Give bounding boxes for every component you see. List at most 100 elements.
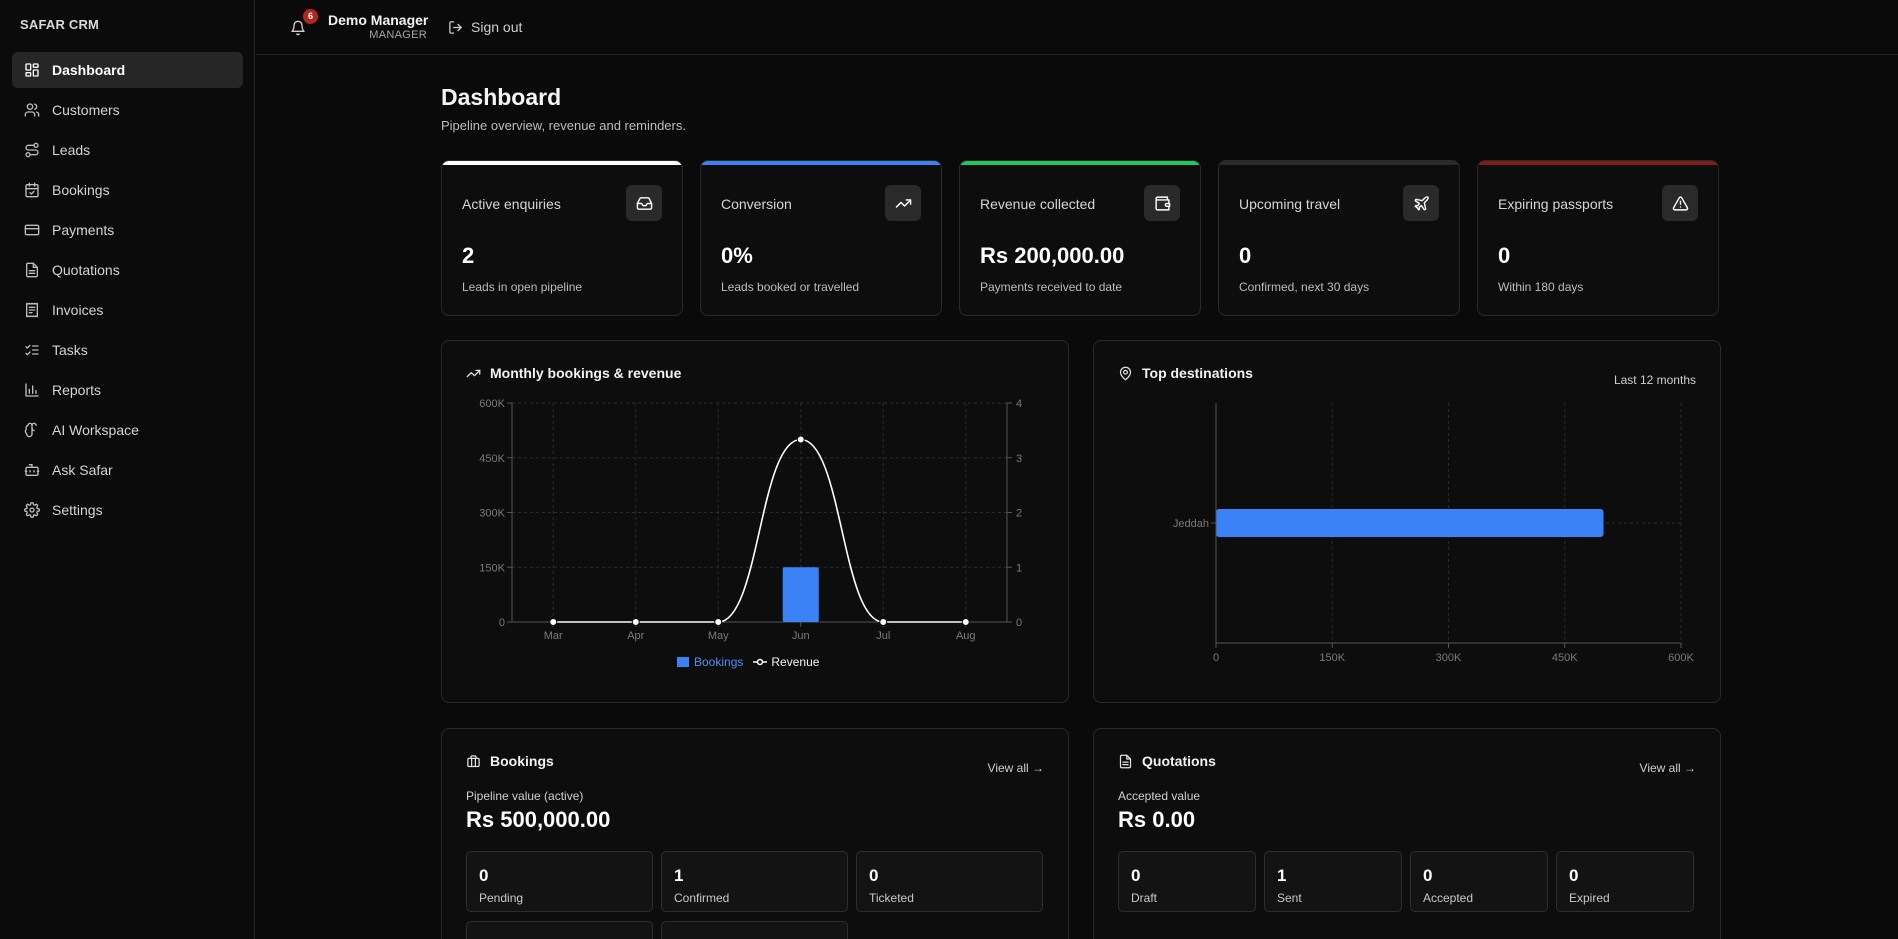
sidebar-item-tasks[interactable]: Tasks bbox=[12, 332, 243, 368]
gear-icon bbox=[24, 502, 40, 518]
stat-card-active-enquiries: Active enquiries 2 Leads in open pipeline bbox=[441, 160, 683, 316]
booking-tile-partial bbox=[661, 921, 848, 939]
trending-up-icon bbox=[466, 369, 481, 377]
page-title: Dashboard bbox=[441, 84, 562, 110]
y-left-tick-label: 450K bbox=[479, 453, 505, 465]
stat-icon-box bbox=[1662, 185, 1698, 221]
stat-value: Rs 200,000.00 bbox=[980, 243, 1125, 268]
plane-icon bbox=[1413, 195, 1429, 211]
destination-bar bbox=[1216, 509, 1604, 537]
x-tick-label: May bbox=[708, 630, 729, 642]
monthly-chart-title-text: Monthly bookings & revenue bbox=[490, 365, 682, 381]
stat-label: Conversion bbox=[721, 196, 792, 212]
stat-card-conversion: Conversion 0% Leads booked or travelled bbox=[700, 160, 942, 316]
sidebar-item-customers[interactable]: Customers bbox=[12, 92, 243, 128]
stat-icon-box bbox=[885, 185, 921, 221]
file-text-icon bbox=[1119, 754, 1132, 768]
brand-name: SAFAR CRM bbox=[20, 17, 100, 32]
sidebar-item-invoices[interactable]: Invoices bbox=[12, 292, 243, 328]
monthly-chart-legend: Bookings Revenue bbox=[677, 655, 819, 669]
status-tile-caption: Pending bbox=[479, 891, 524, 905]
bookings-title-text: Bookings bbox=[490, 753, 554, 769]
y-left-tick-label: 0 bbox=[499, 617, 505, 629]
x-tick-label: Jul bbox=[876, 630, 890, 642]
sidebar-item-ask-safar[interactable]: Ask Safar bbox=[12, 452, 243, 488]
quotations-view-all-link[interactable]: View all → bbox=[1639, 761, 1696, 775]
status-tile-count: 0 bbox=[1569, 866, 1579, 885]
status-tile-caption: Sent bbox=[1277, 891, 1302, 905]
revenue-point bbox=[796, 435, 805, 444]
status-tile-caption: Accepted bbox=[1423, 891, 1474, 905]
sidebar-item-reports[interactable]: Reports bbox=[12, 372, 243, 408]
stat-description: Leads booked or travelled bbox=[721, 280, 860, 294]
sidebar-item-payments[interactable]: Payments bbox=[12, 212, 243, 248]
stat-description: Payments received to date bbox=[980, 280, 1123, 294]
quotations-panel: Quotations View all → Accepted value Rs … bbox=[1093, 728, 1721, 939]
x-tick-label: 0 bbox=[1213, 652, 1219, 664]
y-right-tick-label: 2 bbox=[1016, 508, 1022, 520]
sidebar-item-label: Settings bbox=[52, 502, 103, 518]
map-pin-icon bbox=[1119, 366, 1132, 380]
status-tile-confirmed: 1 Confirmed bbox=[661, 851, 848, 912]
status-tile-caption: Ticketed bbox=[869, 891, 914, 905]
revenue-point bbox=[961, 618, 970, 626]
revenue-line bbox=[553, 438, 966, 623]
y-left-tick-label: 600K bbox=[479, 398, 505, 410]
stat-icon-box bbox=[1144, 185, 1180, 221]
sidebar-item-settings[interactable]: Settings bbox=[12, 492, 243, 528]
calendar-check-icon bbox=[24, 182, 40, 198]
bookings-title: Bookings bbox=[466, 753, 554, 769]
credit-card-icon bbox=[24, 222, 40, 238]
status-tile-draft: 0 Draft bbox=[1118, 851, 1256, 912]
revenue-point bbox=[549, 618, 558, 626]
sidebar-nav: Dashboard Customers Leads Bookings Payments Q… bbox=[12, 52, 243, 532]
stat-value: 0 bbox=[1498, 243, 1511, 268]
y-left-tick-label: 300K bbox=[479, 508, 505, 520]
inbox-icon bbox=[636, 196, 652, 210]
file-text-icon bbox=[26, 262, 38, 278]
route-icon bbox=[24, 142, 40, 158]
stat-value: 0% bbox=[721, 243, 753, 268]
destinations-panel: Top destinations Last 12 months 0 150K 300… bbox=[1093, 340, 1721, 703]
destinations-chart: 0 150K 300K 450K 600K Jeddah bbox=[1173, 403, 1695, 664]
sidebar-item-ai-workspace[interactable]: AI Workspace bbox=[12, 412, 243, 448]
y-right-tick-label: 3 bbox=[1016, 453, 1022, 465]
bell-icon[interactable] bbox=[290, 20, 306, 36]
stat-icon-box bbox=[626, 185, 662, 221]
calendar-check-icon bbox=[25, 182, 39, 198]
bookings-view-all-link[interactable]: View all → bbox=[987, 761, 1044, 775]
sidebar-item-quotations[interactable]: Quotations bbox=[12, 252, 243, 288]
bar-chart-icon bbox=[25, 383, 39, 397]
topbar: 6 Demo Manager MANAGER Sign out bbox=[256, 0, 1898, 55]
sidebar-item-label: Leads bbox=[52, 142, 91, 158]
x-tick-label: 300K bbox=[1436, 652, 1462, 664]
stat-description: Leads in open pipeline bbox=[462, 280, 583, 294]
stat-card-upcoming-travel: Upcoming travel 0 Confirmed, next 30 days bbox=[1218, 160, 1460, 316]
x-tick-label: 450K bbox=[1552, 652, 1578, 664]
booking-tile-partial bbox=[466, 921, 653, 939]
legend-revenue-swatch bbox=[753, 657, 768, 667]
stat-icon-box bbox=[1403, 185, 1439, 221]
x-tick-label: Jun bbox=[792, 630, 810, 642]
stat-value: 2 bbox=[462, 243, 475, 268]
sidebar-item-bookings[interactable]: Bookings bbox=[12, 172, 243, 208]
brain-icon bbox=[24, 422, 40, 438]
sidebar-item-label: Tasks bbox=[52, 342, 88, 358]
status-tile-caption: Draft bbox=[1131, 891, 1158, 905]
notification-badge: 6 bbox=[303, 9, 318, 24]
briefcase-icon bbox=[467, 754, 480, 767]
wallet-icon bbox=[1154, 195, 1170, 211]
sidebar-item-dashboard[interactable]: Dashboard bbox=[12, 52, 243, 88]
sidebar-item-label: Reports bbox=[52, 382, 102, 398]
sidebar-item-leads[interactable]: Leads bbox=[12, 132, 243, 168]
brain-icon bbox=[24, 422, 37, 438]
stat-value: 0 bbox=[1239, 243, 1252, 268]
pipeline-value-label: Pipeline value (active) bbox=[466, 789, 584, 803]
y-right-tick-label: 4 bbox=[1016, 398, 1022, 410]
signout-button[interactable]: Sign out bbox=[448, 19, 522, 35]
stat-card-expiring-passports: Expiring passports 0 Within 180 days bbox=[1477, 160, 1719, 316]
sidebar: SAFAR CRM Dashboard Customers Leads Booking… bbox=[0, 0, 255, 939]
accepted-value: Rs 0.00 bbox=[1118, 807, 1196, 832]
sidebar-item-label: Customers bbox=[52, 102, 120, 118]
y-tick-label: Jeddah bbox=[1173, 518, 1209, 530]
